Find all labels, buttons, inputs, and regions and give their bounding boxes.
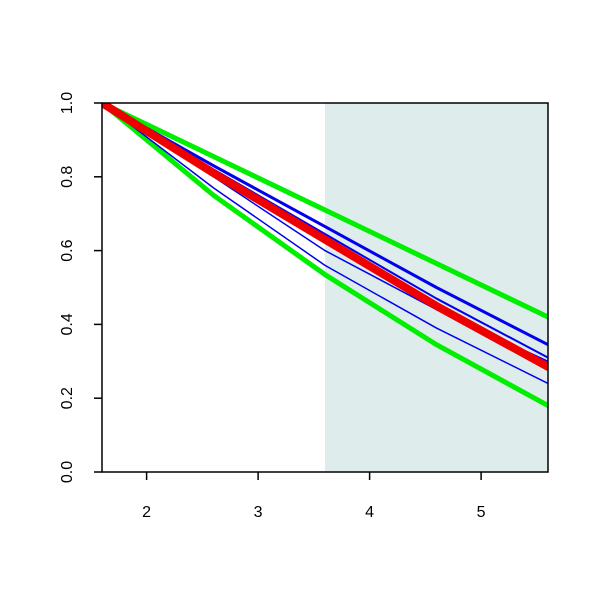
y-tick-label: 0.6 — [59, 239, 76, 261]
data-line — [102, 103, 548, 371]
y-tick-label: 0.4 — [59, 313, 76, 335]
y-tick-label: 0.0 — [59, 461, 76, 483]
x-tick-label: 3 — [254, 504, 263, 521]
data-line — [102, 103, 548, 320]
x-tick-label: 4 — [365, 504, 374, 521]
y-tick-label: 0.8 — [59, 166, 76, 188]
data-line — [102, 103, 548, 409]
x-tick-label: 5 — [477, 504, 486, 521]
x-tick-label: 2 — [142, 504, 151, 521]
y-tick-label: 0.2 — [59, 387, 76, 409]
y-tick-label: 1.0 — [59, 92, 76, 114]
data-line — [102, 103, 548, 385]
data-line — [102, 103, 548, 347]
plot-frame — [101, 102, 549, 473]
